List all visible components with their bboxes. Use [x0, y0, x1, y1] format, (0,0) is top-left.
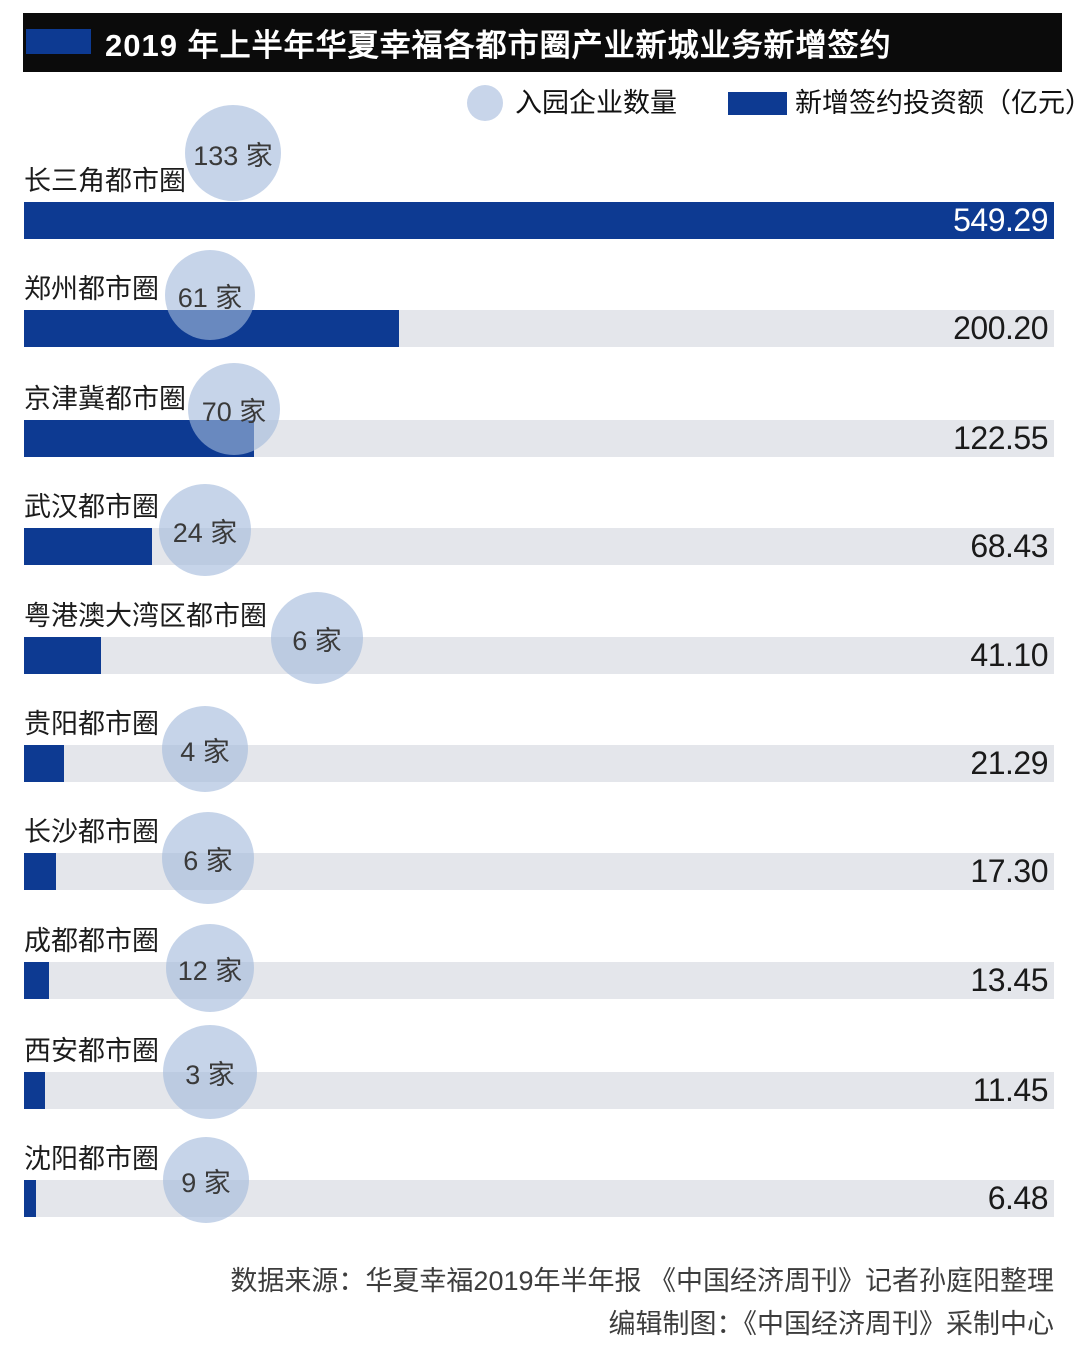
row-label: 沈阳都市圈 — [24, 1144, 159, 1174]
legend-circle-icon — [467, 85, 503, 121]
count-bubble: 12 家 — [166, 924, 254, 1012]
bar-fill — [24, 745, 64, 782]
row-label: 武汉都市圈 — [24, 492, 159, 522]
value-label: 41.10 — [970, 637, 1048, 673]
count-label: 6 家 — [292, 625, 342, 656]
chart-row: 郑州都市圈 61 家 200.20 — [24, 250, 1054, 347]
chart-row: 长沙都市圈 6 家 17.30 — [24, 812, 1054, 904]
count-bubble: 70 家 — [188, 363, 280, 455]
count-bubble: 133 家 — [185, 105, 281, 201]
count-label: 133 家 — [193, 140, 273, 171]
chart-row: 长三角都市圈 133 家 549.29 — [24, 105, 1054, 239]
row-label: 粤港澳大湾区都市圈 — [24, 601, 267, 631]
count-label: 3 家 — [185, 1059, 235, 1090]
title-accent-rect — [26, 29, 91, 54]
count-label: 6 家 — [183, 845, 233, 876]
page-title: 2019 年上半年华夏幸福各都市圈产业新城业务新增签约 — [105, 28, 892, 63]
value-label: 549.29 — [953, 202, 1048, 238]
legend-value-label: 新增签约投资额（亿元） — [795, 88, 1080, 118]
chart-row: 京津冀都市圈 70 家 122.55 — [24, 363, 1054, 457]
legend-count-label: 入园企业数量 — [515, 88, 677, 118]
count-bubble: 61 家 — [165, 250, 255, 340]
bar-track — [24, 637, 1054, 674]
row-label: 西安都市圈 — [24, 1036, 159, 1066]
bar-fill — [24, 202, 1054, 239]
bar-fill — [24, 1072, 46, 1109]
value-label: 21.29 — [970, 745, 1048, 781]
chart-row: 西安都市圈 3 家 11.45 — [24, 1025, 1054, 1119]
chart-row: 成都都市圈 12 家 13.45 — [24, 924, 1054, 1012]
row-label: 郑州都市圈 — [24, 274, 159, 304]
chart-row: 武汉都市圈 24 家 68.43 — [24, 484, 1054, 576]
count-bubble: 24 家 — [159, 484, 251, 576]
value-label: 13.45 — [970, 962, 1048, 998]
footer-credit: 编辑制图：《中国经济周刊》采制中心 — [608, 1309, 1055, 1339]
chart-row: 贵阳都市圈 4 家 21.29 — [24, 706, 1054, 792]
value-label: 200.20 — [953, 310, 1048, 346]
count-bubble: 9 家 — [163, 1137, 249, 1223]
legend-bar-swatch — [728, 92, 787, 115]
value-label: 6.48 — [987, 1180, 1049, 1216]
count-bubble: 3 家 — [163, 1025, 257, 1119]
row-label: 长沙都市圈 — [24, 817, 159, 847]
footer-source: 数据来源：华夏幸福2019年半年报 《中国经济周刊》记者孙庭阳整理 — [230, 1266, 1054, 1296]
count-label: 4 家 — [180, 736, 230, 767]
chart-row: 沈阳都市圈 9 家 6.48 — [24, 1137, 1054, 1223]
count-label: 12 家 — [177, 955, 243, 986]
count-label: 61 家 — [177, 282, 243, 313]
count-bubble: 4 家 — [162, 706, 248, 792]
bar-fill — [24, 962, 50, 999]
chart-row: 粤港澳大湾区都市圈 6 家 41.10 — [24, 592, 1054, 684]
bar-fill — [24, 528, 153, 565]
count-label: 70 家 — [201, 396, 267, 427]
row-label: 长三角都市圈 — [24, 166, 186, 196]
value-label: 122.55 — [953, 420, 1048, 456]
bar-fill — [24, 637, 102, 674]
count-label: 9 家 — [181, 1167, 231, 1198]
header-bar: 2019 年上半年华夏幸福各都市圈产业新城业务新增签约 — [23, 13, 1062, 72]
bar-fill — [24, 1180, 37, 1217]
row-label: 京津冀都市圈 — [24, 384, 186, 414]
value-label: 68.43 — [970, 528, 1048, 564]
value-label: 17.30 — [970, 853, 1048, 889]
count-label: 24 家 — [172, 517, 238, 548]
count-bubble: 6 家 — [162, 812, 254, 904]
count-bubble: 6 家 — [271, 592, 363, 684]
row-label: 成都都市圈 — [24, 926, 159, 956]
bar-fill — [24, 853, 57, 890]
value-label: 11.45 — [972, 1072, 1049, 1108]
row-label: 贵阳都市圈 — [24, 709, 159, 739]
